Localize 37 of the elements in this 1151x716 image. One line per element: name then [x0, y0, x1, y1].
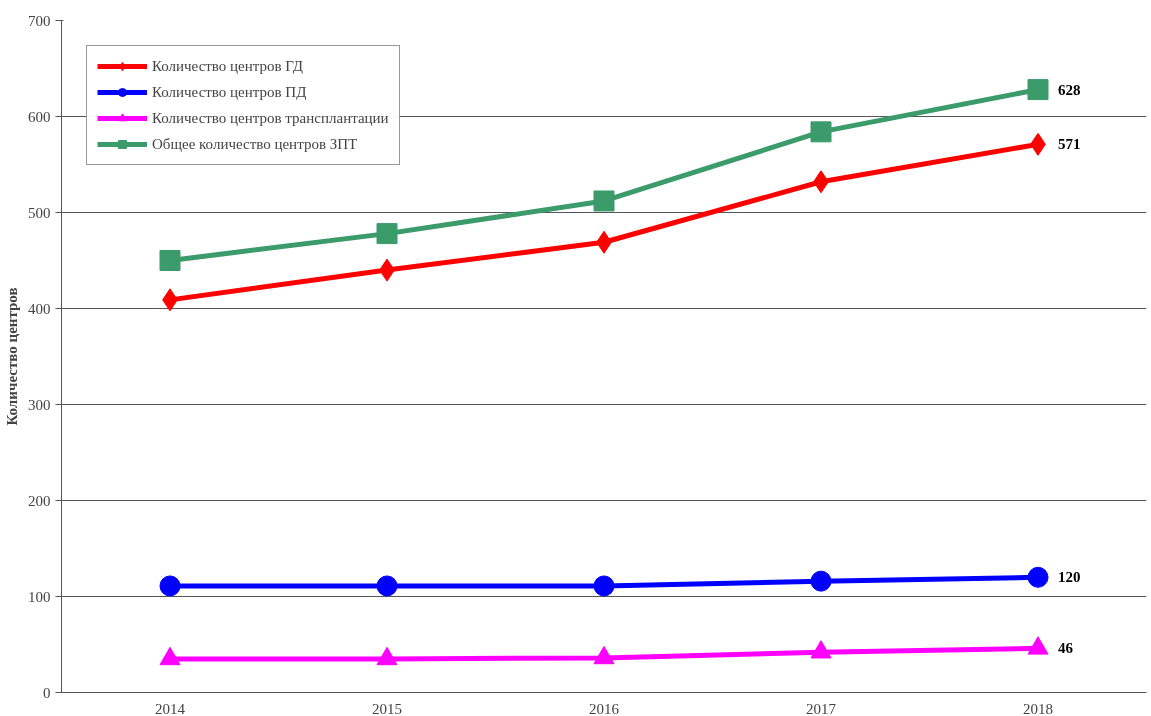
point	[376, 646, 398, 666]
data-label: 120	[1058, 569, 1081, 586]
point	[1027, 566, 1049, 588]
y-tick-label: 200	[28, 492, 51, 509]
point	[593, 645, 615, 665]
point	[376, 575, 398, 597]
legend-label: Общее количество центров ЗПТ	[152, 135, 358, 153]
legend-label: Количество центров ПД	[152, 83, 307, 101]
x-tick-label: 2018	[1023, 700, 1053, 716]
legend-label: Количество центров трансплантации	[152, 109, 389, 127]
y-tick-label: 0	[43, 684, 51, 701]
y-tick-label: 500	[28, 204, 51, 221]
point	[159, 575, 181, 597]
y-tick-label: 400	[28, 300, 51, 317]
point	[159, 250, 181, 271]
point	[1027, 636, 1049, 655]
y-tick-label: 300	[28, 396, 51, 413]
point	[1027, 79, 1049, 101]
point	[810, 121, 832, 143]
x-tick-label: 2015	[372, 700, 402, 716]
x-tick-label: 2016	[589, 700, 620, 716]
x-tick-label: 2017	[806, 700, 837, 716]
point	[159, 646, 181, 666]
data-label: 571	[1058, 136, 1081, 153]
y-axis-title: Количество центров	[4, 287, 20, 426]
point	[376, 223, 398, 245]
y-tick-label: 700	[28, 12, 51, 29]
point	[593, 575, 615, 597]
point	[810, 570, 832, 592]
point	[810, 640, 832, 659]
data-label: 46	[1058, 640, 1074, 657]
y-tick-label: 600	[28, 108, 51, 125]
legend-label: Количество центров ГД	[152, 57, 303, 75]
point	[593, 190, 615, 212]
x-tick-label: 2014	[155, 700, 186, 716]
y-tick-label: 100	[28, 588, 51, 605]
data-label: 628	[1058, 81, 1081, 98]
